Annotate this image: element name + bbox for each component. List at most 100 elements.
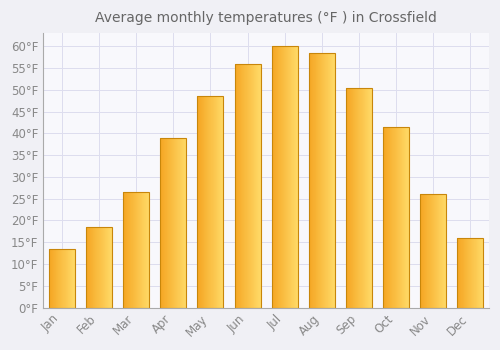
Bar [69,249,70,308]
Bar [174,138,175,308]
Bar [241,64,242,308]
Bar [200,96,201,308]
Bar [473,238,474,308]
Bar [287,46,288,308]
Bar [133,192,134,308]
Bar [334,53,335,308]
Bar [167,138,168,308]
Bar [393,127,394,308]
Bar [124,192,126,308]
Bar [290,46,291,308]
Bar [420,194,446,308]
Bar [244,64,245,308]
Bar [459,238,460,308]
Bar [432,194,433,308]
Bar [355,88,356,308]
Bar [213,96,214,308]
Bar [52,249,53,308]
Bar [245,64,246,308]
Bar [384,127,385,308]
Bar [444,194,445,308]
Bar [406,127,407,308]
Bar [283,46,284,308]
Bar [91,227,92,308]
Bar [59,249,60,308]
Bar [482,238,483,308]
Bar [386,127,387,308]
Bar [202,96,203,308]
Bar [68,249,69,308]
Bar [313,53,314,308]
Bar [424,194,425,308]
Bar [321,53,322,308]
Bar [199,96,200,308]
Bar [206,96,207,308]
Bar [56,249,57,308]
Bar [257,64,258,308]
Bar [279,46,280,308]
Bar [291,46,292,308]
Bar [483,238,484,308]
Bar [358,88,359,308]
Bar [478,238,479,308]
Bar [57,249,58,308]
Bar [351,88,352,308]
Bar [173,138,174,308]
Bar [94,227,95,308]
Bar [430,194,431,308]
Bar [49,249,75,308]
Bar [383,127,409,308]
Bar [396,127,397,308]
Bar [181,138,182,308]
Bar [243,64,244,308]
Bar [359,88,360,308]
Bar [131,192,132,308]
Bar [161,138,162,308]
Bar [407,127,408,308]
Bar [99,227,100,308]
Bar [136,192,137,308]
Bar [278,46,279,308]
Bar [141,192,142,308]
Bar [469,238,470,308]
Bar [86,227,112,308]
Bar [258,64,259,308]
Bar [280,46,281,308]
Bar [322,53,323,308]
Bar [234,64,260,308]
Bar [350,88,351,308]
Bar [176,138,177,308]
Bar [474,238,475,308]
Bar [255,64,256,308]
Bar [327,53,328,308]
Bar [251,64,252,308]
Bar [220,96,221,308]
Bar [458,238,483,308]
Bar [65,249,66,308]
Bar [275,46,276,308]
Bar [361,88,362,308]
Bar [211,96,212,308]
Bar [323,53,324,308]
Bar [205,96,206,308]
Bar [146,192,147,308]
Bar [61,249,62,308]
Bar [297,46,298,308]
Bar [234,64,235,308]
Bar [388,127,389,308]
Bar [259,64,260,308]
Bar [53,249,54,308]
Bar [286,46,287,308]
Bar [252,64,253,308]
Bar [54,249,55,308]
Bar [248,64,249,308]
Bar [209,96,210,308]
Bar [177,138,178,308]
Bar [389,127,390,308]
Bar [256,64,257,308]
Bar [405,127,406,308]
Bar [67,249,68,308]
Bar [66,249,67,308]
Bar [110,227,111,308]
Bar [328,53,329,308]
